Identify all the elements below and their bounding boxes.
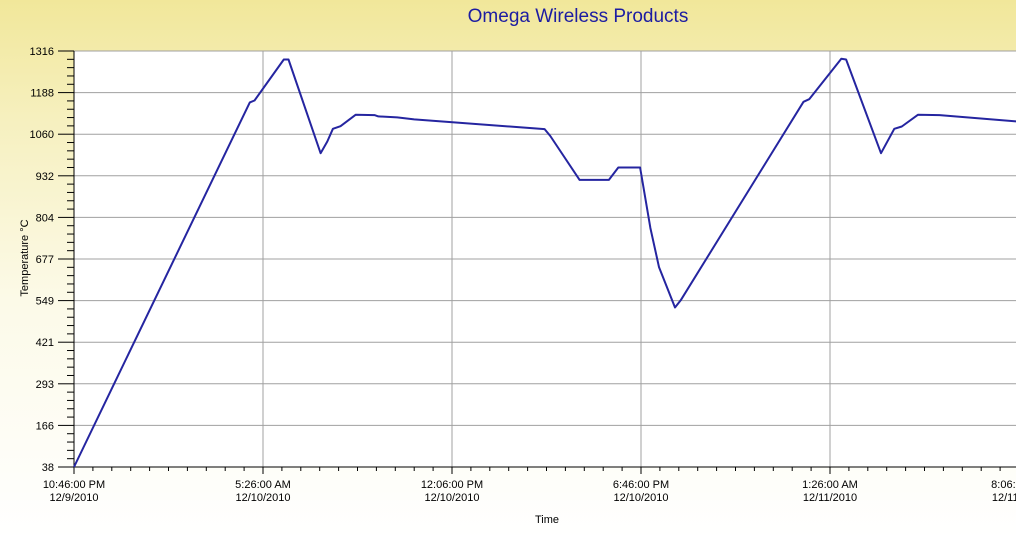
x-tick-time-label: 6:46:00 PM xyxy=(613,479,669,491)
axis-layer: 1316 1188 1060 932 804 677 549 421 293 166 38 10:46… xyxy=(30,46,1016,504)
x-axis-title: Time xyxy=(535,514,559,526)
y-tick-label: 166 xyxy=(36,420,54,432)
grid-layer xyxy=(74,50,1016,468)
y-axis-title: Temperature °C xyxy=(19,219,31,296)
y-tick-label: 1060 xyxy=(30,129,54,141)
x-tick-date-label: 12/11/2010 xyxy=(992,492,1016,504)
x-tick-time-label: 10:46:00 PM xyxy=(43,479,105,491)
x-tick-date-label: 12/11/2010 xyxy=(803,492,857,504)
x-tick-date-label: 12/9/2010 xyxy=(50,492,99,504)
y-tick-label: 549 xyxy=(36,296,54,308)
y-tick-label: 38 xyxy=(42,462,54,474)
series-line xyxy=(73,57,1016,468)
y-tick-label: 804 xyxy=(36,212,54,224)
y-tick-label: 421 xyxy=(36,337,54,349)
x-tick-date-label: 12/10/2010 xyxy=(613,492,668,504)
y-tick-label: 1188 xyxy=(30,88,54,100)
series-layer xyxy=(73,57,1016,468)
chart-title: Omega Wireless Products xyxy=(467,6,689,27)
x-tick-time-label: 8:06:00 AM xyxy=(991,479,1016,491)
x-tick-date-label: 12/10/2010 xyxy=(235,492,290,504)
x-tick-time-label: 5:26:00 AM xyxy=(235,479,291,491)
y-tick-label: 932 xyxy=(36,171,54,183)
x-tick-time-label: 1:26:00 AM xyxy=(802,479,858,491)
y-tick-label: 1316 xyxy=(30,46,54,58)
y-tick-label: 677 xyxy=(36,254,54,266)
x-tick-time-label: 12:06:00 PM xyxy=(421,479,483,491)
x-tick-date-label: 12/10/2010 xyxy=(424,492,479,504)
y-tick-label: 293 xyxy=(36,379,54,391)
